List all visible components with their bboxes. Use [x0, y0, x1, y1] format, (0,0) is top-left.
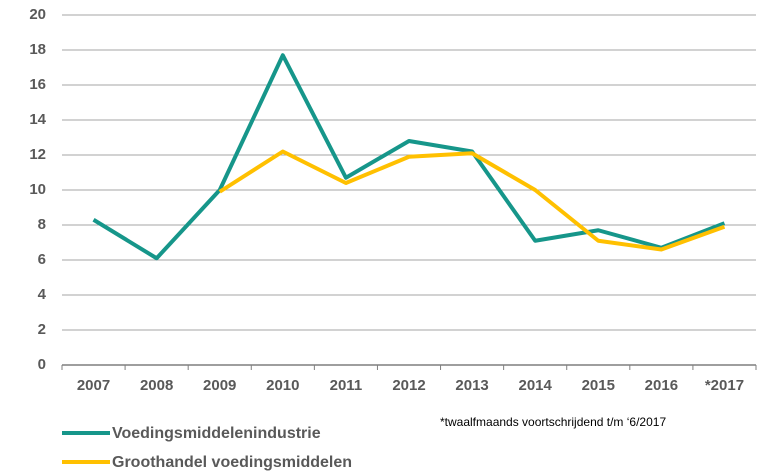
- x-tick-label: 2013: [455, 377, 488, 394]
- y-tick-label: 14: [29, 111, 46, 128]
- legend-label: Groothandel voedingsmiddelen: [112, 454, 352, 471]
- series-line: [92, 53, 726, 261]
- y-tick-label: 0: [38, 356, 46, 373]
- y-tick-label: 6: [38, 251, 46, 268]
- y-tick-label: 4: [38, 286, 47, 303]
- x-tick-label: 2008: [140, 377, 173, 394]
- y-tick-label: 2: [38, 321, 46, 338]
- y-tick-label: 8: [38, 216, 46, 233]
- series-line: [218, 149, 726, 252]
- y-tick-label: 20: [29, 6, 46, 23]
- x-tick-label: 2016: [645, 377, 678, 394]
- y-tick-label: 12: [29, 146, 46, 163]
- x-tick-label: 2011: [330, 377, 363, 394]
- x-tick-label: 2012: [392, 377, 425, 394]
- y-tick-label: 10: [29, 181, 46, 198]
- x-tick-label: 2009: [203, 377, 236, 394]
- x-tick-label: *2017: [705, 377, 744, 394]
- x-tick-label: 2010: [266, 377, 299, 394]
- x-tick-label: 2014: [518, 377, 552, 394]
- x-tick-label: 2015: [582, 377, 615, 394]
- x-tick-label: 2007: [77, 377, 110, 394]
- y-tick-label: 16: [29, 76, 46, 93]
- legend-label: Voedingsmiddelenindustrie: [112, 425, 321, 442]
- annotation: *twaalfmaands voortschrijdend t/m ‘6/201…: [440, 415, 666, 429]
- y-tick-label: 18: [29, 41, 46, 58]
